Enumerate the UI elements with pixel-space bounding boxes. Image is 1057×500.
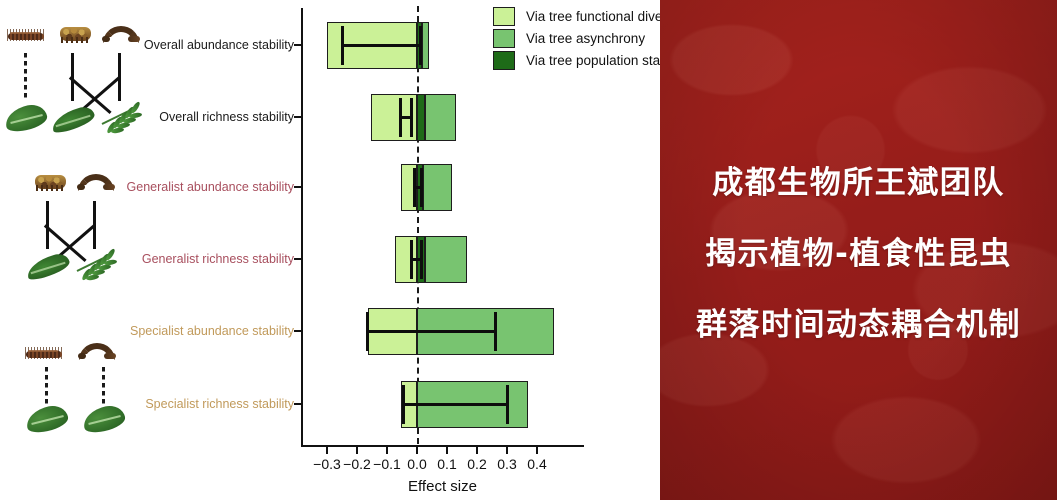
legend-swatch	[493, 51, 515, 70]
legend-label: Via tree asynchrony	[526, 31, 646, 46]
caterpillar-tufted-icon	[56, 23, 96, 43]
error-bar-cap-low	[409, 239, 413, 279]
y-tick	[294, 403, 302, 405]
legend-item[interactable]: Via tree functional diversity	[493, 6, 687, 27]
x-tick-label: 0.2	[467, 456, 487, 472]
error-bar-cap-low	[399, 97, 402, 137]
error-bar-cap-high	[418, 25, 422, 65]
error-bar-line	[367, 329, 495, 333]
bar-segment-asynchrony	[421, 21, 429, 69]
caterpillar-bristly-icon	[24, 344, 64, 364]
error-bar-cap-high	[409, 97, 413, 137]
x-axis-line	[301, 445, 584, 447]
legend-item[interactable]: Via tree asynchrony	[493, 28, 663, 49]
caterpillar-looper-icon	[101, 25, 141, 45]
x-tick	[356, 447, 358, 454]
banner-line-3: 群落时间动态耦合机制	[696, 306, 1021, 343]
banner-line-1: 成都生物所王斌团队	[712, 164, 1005, 201]
banner-background-pattern	[660, 0, 1057, 500]
x-tick-label: 0.0	[407, 456, 427, 472]
error-bar-cap-low	[340, 25, 344, 65]
icon-group-specialist	[0, 308, 146, 436]
bar-segment-asynchrony	[424, 93, 456, 141]
x-tick	[326, 447, 328, 454]
y-tick	[294, 116, 302, 118]
error-bar-cap-low	[412, 167, 416, 207]
x-tick-label: −0.2	[343, 456, 371, 472]
y-axis-label-generalist: Generalist abundance stability	[126, 180, 294, 194]
bar-segment-asynchrony	[423, 163, 452, 211]
y-axis-label-specialist: Specialist richness stability	[145, 397, 294, 411]
error-bar-cap-high	[493, 311, 497, 351]
x-tick	[476, 447, 478, 454]
title-banner: 成都生物所王斌团队 揭示植物-植食性昆虫 群落时间动态耦合机制	[660, 0, 1057, 500]
legend-swatch	[493, 7, 515, 26]
x-tick-label: 0.3	[497, 456, 517, 472]
error-bar-cap-low	[366, 311, 369, 351]
error-bar-cap-high	[420, 167, 423, 207]
legend-label: Via tree population stability	[526, 53, 688, 68]
error-bar-line	[403, 402, 507, 406]
error-bar-cap-high	[420, 239, 423, 279]
y-tick	[294, 186, 302, 188]
caterpillar-looper-icon	[77, 342, 117, 362]
legend-item[interactable]: Via tree population stability	[493, 50, 687, 71]
banner-text-block: 成都生物所王斌团队 揭示植物-植食性昆虫 群落时间动态耦合机制	[660, 0, 1057, 500]
leaf-pinnate-icon	[97, 98, 143, 135]
leaf-pinnate-icon	[72, 245, 118, 282]
caterpillar-bristly-icon	[6, 26, 46, 46]
legend: Via tree functional diversity Via tree as…	[493, 6, 687, 72]
bar-segment-asynchrony	[424, 235, 467, 283]
leaf-ovate-icon	[80, 401, 128, 436]
error-bar-line	[400, 115, 411, 119]
y-tick	[294, 258, 302, 260]
y-axis-label-generalist: Generalist richness stability	[141, 252, 294, 266]
banner-line-2: 揭示植物-植食性昆虫	[705, 235, 1012, 272]
banner-vignette	[660, 0, 1057, 500]
x-axis-title: Effect size	[408, 478, 477, 495]
caterpillar-looper-icon	[76, 173, 116, 193]
x-tick	[446, 447, 448, 454]
link-dotted-1	[24, 53, 27, 101]
leaf-lanceolate-icon	[49, 102, 97, 136]
y-tick	[294, 44, 302, 46]
x-tick-label: 0.1	[437, 456, 457, 472]
zero-reference-line	[417, 6, 419, 444]
legend-swatch	[493, 29, 515, 48]
x-tick	[416, 447, 418, 454]
y-axis-label-specialist: Specialist abundance stability	[130, 324, 294, 338]
x-tick-label: −0.1	[373, 456, 401, 472]
y-tick	[294, 330, 302, 332]
x-tick-label: −0.3	[313, 456, 341, 472]
link-dotted-2	[102, 367, 105, 404]
y-axis-label-overall: Overall richness stability	[159, 110, 294, 124]
bar-segment-population-stability	[417, 93, 425, 141]
leaf-ovate-icon	[23, 401, 71, 436]
y-axis-label-overall: Overall abundance stability	[143, 38, 294, 52]
caterpillar-tufted-icon	[31, 171, 71, 191]
icon-group-generalist	[0, 165, 146, 285]
error-bar-line	[414, 185, 422, 189]
y-axis-line	[301, 8, 303, 445]
plot-area: Overall abundance stability Overall richn…	[127, 0, 687, 500]
x-tick	[506, 447, 508, 454]
x-tick-label: 0.4	[527, 456, 547, 472]
link-dotted-1	[45, 367, 48, 404]
x-tick	[536, 447, 538, 454]
legend-label: Via tree functional diversity	[526, 9, 688, 24]
icon-group-overall	[0, 18, 146, 138]
leaf-ovate-icon	[2, 100, 50, 135]
effect-size-chart: Overall abundance stability Overall richn…	[127, 0, 687, 500]
error-bar-cap-high	[505, 384, 509, 424]
leaf-lanceolate-icon	[24, 249, 72, 283]
error-bar-line	[342, 43, 420, 47]
error-bar-line	[411, 257, 422, 261]
error-bar-cap-low	[402, 384, 405, 424]
herbivore-network-illustration-panel	[0, 0, 146, 500]
x-tick	[386, 447, 388, 454]
